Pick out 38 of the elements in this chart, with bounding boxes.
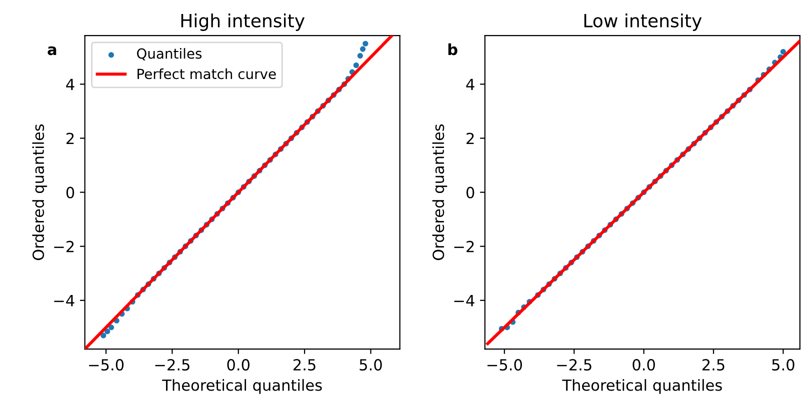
- x-tick-label: 2.5: [702, 359, 724, 371]
- x-tick-label: 2.5: [294, 359, 316, 371]
- x-axis-title: Theoretical quantiles: [162, 379, 322, 394]
- point: [100, 332, 106, 338]
- y-tick-label: 4: [66, 78, 74, 90]
- x-tick-label: 5.0: [772, 359, 794, 371]
- point: [353, 62, 359, 68]
- x-tick-label: 0.0: [632, 359, 655, 371]
- point: [362, 40, 368, 46]
- point: [108, 324, 114, 330]
- legend-label: Quantiles: [137, 48, 202, 60]
- x-tick-label: −2.5: [155, 359, 190, 371]
- y-tick-label: 4: [466, 78, 474, 90]
- y-tick-label: 2: [466, 132, 474, 144]
- text: a: [48, 46, 56, 56]
- y-tick-label: −4: [454, 295, 474, 306]
- x-tick-label: 0.0: [227, 359, 250, 371]
- x-tick-label: −2.5: [557, 359, 592, 371]
- y-axis-title: Ordered quantiles: [32, 124, 48, 260]
- y-tick-label: −4: [54, 295, 74, 306]
- point: [357, 53, 363, 59]
- legend-label: Perfect match curve: [138, 68, 276, 80]
- text: b: [448, 43, 458, 56]
- x-tick-label: −5.0: [487, 359, 522, 371]
- y-tick-label: −2: [54, 240, 74, 252]
- point: [360, 46, 366, 52]
- y-tick-label: −2: [454, 240, 474, 252]
- y-axis-title: Ordered quantiles: [432, 124, 448, 260]
- y-tick-label: 0: [66, 186, 74, 198]
- y-tick-label: 2: [66, 132, 74, 144]
- y-tick-label: 0: [466, 186, 474, 198]
- chart-title: Low intensity: [584, 13, 702, 31]
- x-axis-title: Theoretical quantiles: [562, 379, 722, 394]
- point: [780, 48, 786, 55]
- chart-title: High intensity: [181, 13, 305, 31]
- point: [104, 328, 110, 334]
- x-tick-label: 5.0: [360, 359, 382, 371]
- x-tick-label: −5.0: [89, 359, 124, 371]
